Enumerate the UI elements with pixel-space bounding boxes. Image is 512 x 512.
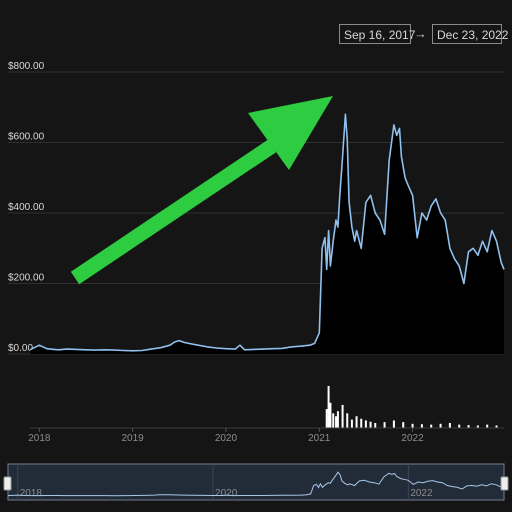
navigator-label: 2018	[20, 488, 43, 499]
x-axis: 2018 2019 2020 2021 2022	[28, 428, 424, 444]
range-arrow-icon: →	[414, 26, 427, 41]
y-axis-labels: $0.00 $200.00 $400.00 $600.00 $800.00	[8, 61, 45, 354]
y-tick-label: $800.00	[8, 61, 45, 72]
volume-bar	[327, 386, 330, 428]
volume-bar	[430, 424, 433, 428]
navigator-right-handle[interactable]	[500, 476, 509, 491]
volume-bar	[383, 422, 386, 428]
y-tick-label: $0.00	[8, 343, 33, 354]
volume-bar	[448, 422, 451, 428]
volume-bar	[420, 424, 423, 428]
volume-bar	[346, 413, 349, 428]
volume-bar	[341, 404, 344, 428]
volume-bar	[325, 409, 328, 428]
volume-bar	[355, 416, 358, 428]
volume-bar	[458, 424, 461, 428]
x-tick-label: 2020	[215, 433, 238, 444]
navigator-label: 2020	[215, 488, 238, 499]
volume-bar	[364, 420, 367, 428]
volume-bar	[336, 411, 339, 428]
trend-arrow-annotation	[70, 96, 333, 285]
volume-bar	[411, 423, 414, 428]
range-from-input[interactable]: Sep 16, 2017	[339, 24, 415, 44]
price-area	[30, 114, 504, 354]
volume-bar	[402, 422, 405, 428]
x-tick-label: 2021	[308, 433, 331, 444]
volume-bar	[329, 402, 332, 428]
volume-bar	[350, 419, 353, 428]
price-line	[29, 113, 505, 352]
volume-bar	[332, 413, 335, 428]
range-to-input[interactable]: Dec 23, 2022	[432, 24, 508, 44]
volume-bar	[374, 422, 377, 428]
arrow-head	[248, 96, 333, 170]
volume-bar	[335, 416, 338, 428]
y-tick-label: $600.00	[8, 132, 45, 143]
volume-bar	[467, 425, 470, 428]
y-tick-label: $200.00	[8, 273, 45, 284]
volume-bar	[369, 421, 372, 428]
volume-bar	[476, 425, 479, 428]
volume-bar	[392, 420, 395, 428]
navigator-label: 2022	[410, 488, 433, 499]
volume-bar	[486, 424, 489, 428]
volume-bars	[30, 386, 504, 429]
volume-bar	[495, 425, 498, 428]
volume-bar	[439, 423, 442, 428]
navigator[interactable]: 2018 2020 2022	[3, 463, 509, 501]
y-tick-label: $400.00	[8, 202, 45, 213]
arrow-shaft	[70, 139, 277, 285]
x-tick-label: 2022	[401, 433, 424, 444]
navigator-left-handle[interactable]	[3, 476, 12, 491]
volume-bar	[360, 418, 363, 428]
navigator-line	[7, 471, 505, 497]
x-tick-label: 2019	[122, 433, 145, 444]
plot-area	[29, 113, 505, 354]
x-tick-label: 2018	[28, 433, 51, 444]
